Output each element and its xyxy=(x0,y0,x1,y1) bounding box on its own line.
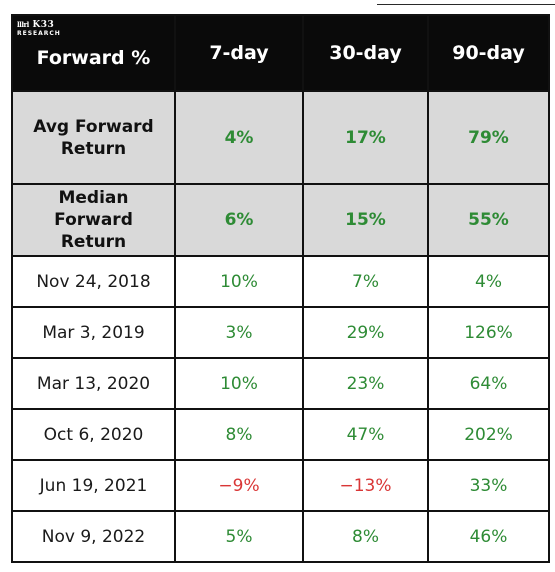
value-90day: 33% xyxy=(427,459,550,512)
value-90day: 126% xyxy=(427,306,550,359)
value-7day: 5% xyxy=(174,510,304,563)
value-30day: −13% xyxy=(302,459,429,512)
median-30day-value: 15% xyxy=(302,183,429,257)
value-30day: 29% xyxy=(302,306,429,359)
table-row: Mar 13, 2020 10% 23% 64% xyxy=(11,357,550,410)
forward-returns-table: lllrl K33 RESEARCH Forward % 7-day 30-da… xyxy=(11,14,550,563)
value-90day: 4% xyxy=(427,255,550,308)
table-row: Mar 3, 2019 3% 29% 126% xyxy=(11,306,550,359)
column-header-7day: 7-day xyxy=(174,14,304,92)
header-cell-forward: lllrl K33 RESEARCH Forward % xyxy=(11,14,176,92)
table-row: Jun 19, 2021 −9% −13% 33% xyxy=(11,459,550,512)
row-date: Nov 24, 2018 xyxy=(11,255,176,308)
row-date: Mar 3, 2019 xyxy=(11,306,176,359)
table-row: Nov 24, 2018 10% 7% 4% xyxy=(11,255,550,308)
row-date: Nov 9, 2022 xyxy=(11,510,176,563)
value-30day: 23% xyxy=(302,357,429,410)
row-label-median: Median Forward Return xyxy=(11,183,176,257)
avg-forward-return-row: Avg Forward Return 4% 17% 79% xyxy=(11,90,550,185)
median-forward-return-row: Median Forward Return 6% 15% 55% xyxy=(11,183,550,257)
row-date: Mar 13, 2020 xyxy=(11,357,176,410)
value-7day: −9% xyxy=(174,459,304,512)
row-date: Oct 6, 2020 xyxy=(11,408,176,461)
header-row: lllrl K33 RESEARCH Forward % 7-day 30-da… xyxy=(11,14,550,92)
column-header-30day: 30-day xyxy=(302,14,429,92)
cropped-title-strip xyxy=(0,0,555,12)
k33-research-logo: lllrl K33 RESEARCH xyxy=(17,20,61,37)
value-7day: 8% xyxy=(174,408,304,461)
value-30day: 7% xyxy=(302,255,429,308)
value-90day: 202% xyxy=(427,408,550,461)
column-header-label: Forward % xyxy=(36,47,151,69)
median-90day-value: 55% xyxy=(427,183,550,257)
value-90day: 64% xyxy=(427,357,550,410)
table-row: Nov 9, 2022 5% 8% 46% xyxy=(11,510,550,563)
value-7day: 10% xyxy=(174,255,304,308)
value-30day: 8% xyxy=(302,510,429,563)
value-7day: 10% xyxy=(174,357,304,410)
column-header-90day: 90-day xyxy=(427,14,550,92)
value-30day: 47% xyxy=(302,408,429,461)
row-label-avg: Avg Forward Return xyxy=(11,90,176,185)
avg-30day-value: 17% xyxy=(302,90,429,185)
title-rule xyxy=(377,4,555,5)
median-7day-value: 6% xyxy=(174,183,304,257)
value-90day: 46% xyxy=(427,510,550,563)
avg-90day-value: 79% xyxy=(427,90,550,185)
table-row: Oct 6, 2020 8% 47% 202% xyxy=(11,408,550,461)
row-date: Jun 19, 2021 xyxy=(11,459,176,512)
value-7day: 3% xyxy=(174,306,304,359)
avg-7day-value: 4% xyxy=(174,90,304,185)
